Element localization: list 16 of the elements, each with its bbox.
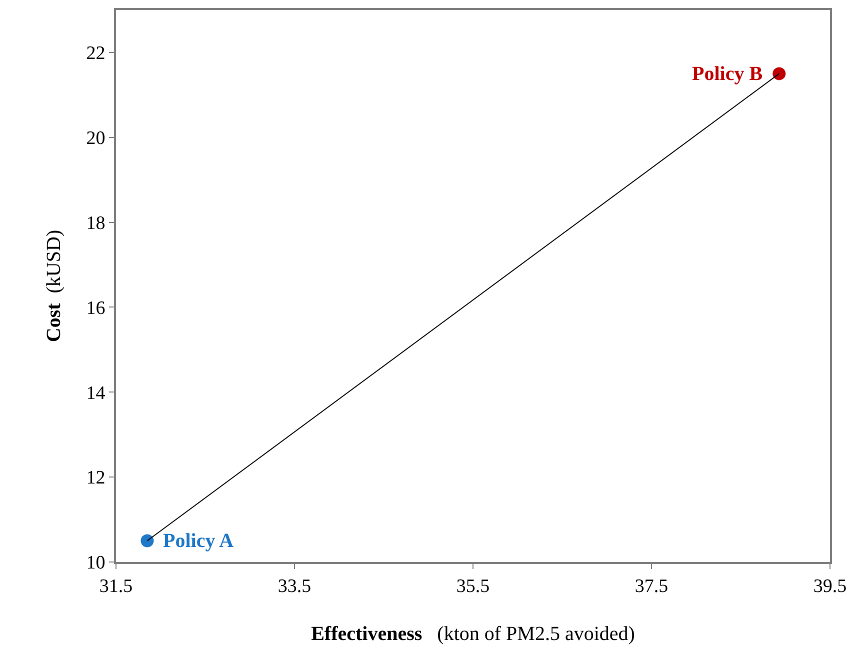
y-tick-label: 14 — [86, 382, 106, 404]
x-tick-label: 39.5 — [813, 576, 847, 597]
y-tick-label: 22 — [86, 43, 106, 64]
x-axis-title: Effectiveness (kton of PM2.5 avoided) — [311, 622, 635, 645]
y-tick-label: 20 — [86, 128, 106, 150]
y-tick-label: 12 — [86, 468, 106, 489]
x-tick-label: 33.5 — [278, 576, 312, 597]
y-tick-label: 10 — [86, 552, 106, 574]
series-label: Policy B — [692, 63, 763, 85]
y-tick-label: 16 — [86, 298, 106, 319]
series-label: Policy A — [163, 530, 234, 552]
x-tick-label: 35.5 — [456, 576, 490, 597]
y-tick-label: 18 — [86, 212, 106, 234]
x-tick-label: 31.5 — [99, 576, 133, 597]
x-tick-label: 37.5 — [634, 576, 668, 597]
y-axis-title: Cost (kUSD) — [43, 230, 66, 342]
